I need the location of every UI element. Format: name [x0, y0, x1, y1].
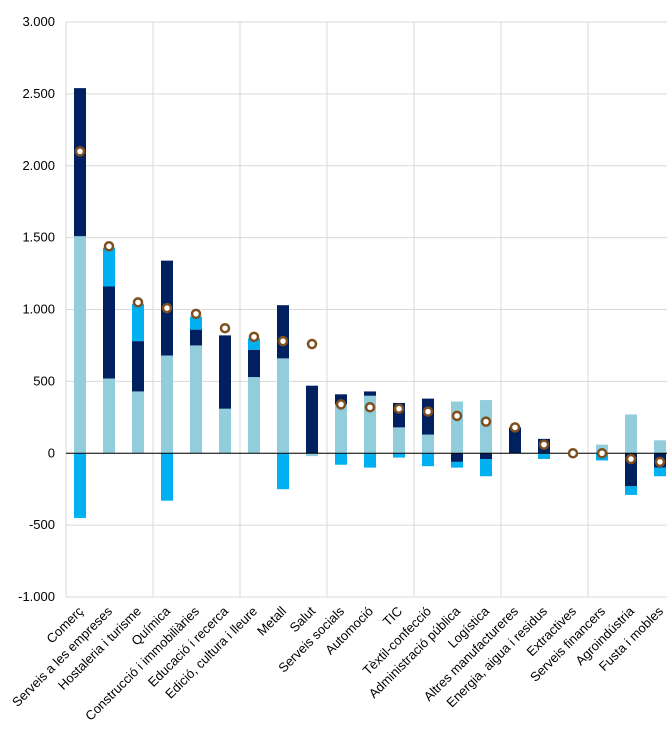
y-tick-label: 0: [48, 445, 55, 460]
total-marker: [596, 448, 608, 459]
bar-segment: [132, 341, 144, 392]
bar-segment: [277, 358, 289, 454]
total-marker: [248, 331, 260, 343]
bar-segment: [364, 453, 376, 468]
bar-segment: [451, 401, 463, 454]
total-marker: [509, 422, 521, 433]
bar-segment: [393, 427, 405, 454]
y-tick-label: 1.000: [22, 302, 55, 317]
bar-segment: [248, 349, 260, 378]
bar-segment: [393, 453, 405, 458]
x-tick-label: Metall: [254, 603, 289, 638]
bar-segment: [219, 408, 231, 454]
total-marker: [538, 439, 550, 450]
total-marker: [306, 338, 318, 350]
y-tick-label: 2.500: [22, 86, 55, 101]
bar-segment: [103, 247, 115, 287]
bar-segment: [190, 316, 202, 330]
bar-segment: [277, 453, 289, 490]
bar-segment: [509, 427, 521, 454]
bar-segment: [480, 459, 492, 477]
bar-segment: [422, 453, 434, 467]
y-tick-label: 2.000: [22, 158, 55, 173]
bar-segment: [335, 404, 347, 454]
total-marker: [161, 302, 173, 314]
bar-segment: [335, 453, 347, 465]
bar-segment: [306, 385, 318, 454]
bar-segment: [74, 88, 86, 237]
total-marker: [625, 453, 637, 465]
total-marker: [103, 241, 115, 252]
total-marker: [190, 308, 202, 320]
bar-segment: [190, 345, 202, 454]
bar-segment: [625, 486, 637, 495]
bar-segment: [422, 434, 434, 454]
bar-segment: [74, 453, 86, 518]
bar-segment: [654, 440, 666, 454]
total-marker: [654, 456, 666, 468]
bar-segment: [103, 378, 115, 454]
total-marker: [451, 410, 463, 422]
bar-segment: [190, 329, 202, 346]
bar-segment: [364, 391, 376, 396]
bars: [74, 88, 666, 518]
total-marker: [422, 406, 434, 417]
bar-segment: [161, 355, 173, 454]
total-marker: [219, 322, 231, 334]
gridlines: [65, 21, 667, 598]
bar-segment: [538, 453, 550, 459]
y-tick-label: 1.500: [22, 230, 55, 245]
bar-segment: [480, 453, 492, 459]
bar-segment: [654, 467, 666, 477]
total-marker: [335, 399, 347, 410]
y-tick-label: -500: [29, 517, 55, 532]
total-marker: [132, 297, 144, 308]
bar-segment: [161, 453, 173, 501]
total-marker: [480, 416, 492, 427]
total-marker: [277, 335, 289, 347]
y-tick-label: 3.000: [22, 14, 55, 29]
bar-segment: [132, 391, 144, 454]
total-markers: [74, 146, 666, 468]
bar-segment: [277, 305, 289, 359]
y-tick-label: 500: [33, 373, 55, 388]
y-axis-ticks: -1.000 -500 0 500 1.000 1.500 2.000 2.500 3.000: [18, 14, 55, 604]
total-marker: [567, 448, 579, 459]
bar-segment: [219, 335, 231, 409]
total-marker: [74, 146, 86, 157]
bar-segment: [451, 453, 463, 462]
total-marker: [364, 402, 376, 413]
bar-segment: [306, 453, 318, 457]
bar-segment: [451, 461, 463, 468]
bar-segment: [103, 286, 115, 379]
total-marker: [393, 403, 405, 414]
bar-segment: [625, 414, 637, 454]
bar-segment: [248, 377, 260, 454]
bar-segment: [74, 236, 86, 454]
y-tick-label: -1.000: [18, 589, 55, 604]
bar-segment: [132, 303, 144, 342]
bar-segment: [248, 338, 260, 350]
